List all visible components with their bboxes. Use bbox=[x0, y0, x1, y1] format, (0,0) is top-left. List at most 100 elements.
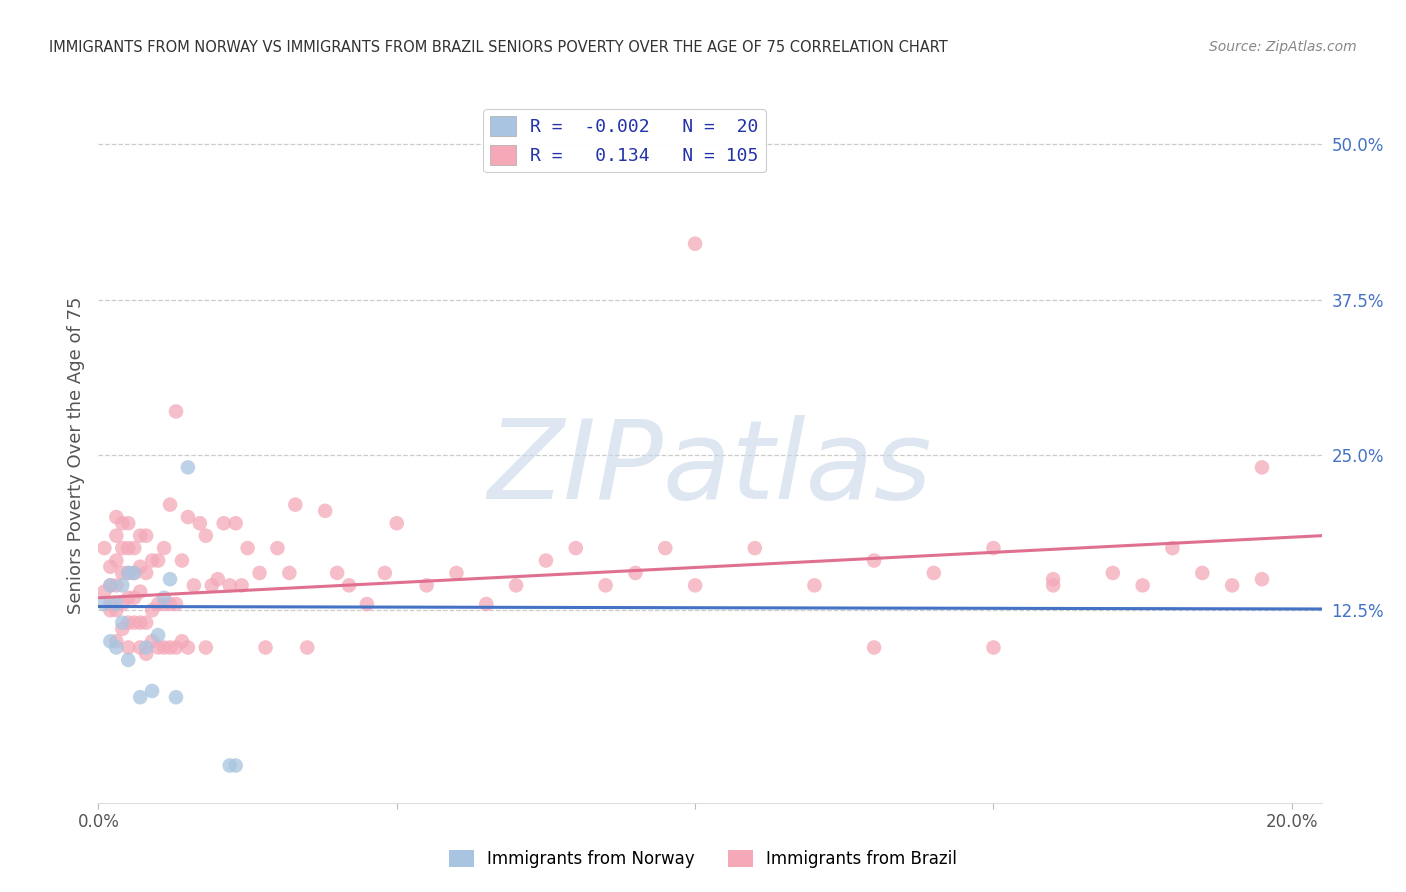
Point bbox=[122, 566, 145, 580]
Point bbox=[505, 578, 527, 592]
Point bbox=[683, 236, 706, 251]
Point bbox=[122, 541, 145, 555]
Point bbox=[146, 597, 169, 611]
Point bbox=[93, 597, 115, 611]
Point bbox=[129, 615, 152, 630]
Point bbox=[98, 634, 121, 648]
Point bbox=[1251, 460, 1274, 475]
Point bbox=[207, 572, 229, 586]
Point bbox=[177, 460, 200, 475]
Point bbox=[117, 591, 139, 605]
Point bbox=[385, 516, 408, 531]
Point bbox=[1191, 566, 1213, 580]
Point bbox=[129, 584, 152, 599]
Point bbox=[135, 529, 157, 543]
Point bbox=[188, 516, 211, 531]
Point bbox=[141, 553, 163, 567]
Point bbox=[111, 578, 134, 592]
Point bbox=[93, 541, 115, 555]
Point bbox=[111, 516, 134, 531]
Legend: R =  -0.002   N =  20, R =   0.134   N = 105: R = -0.002 N = 20, R = 0.134 N = 105 bbox=[484, 109, 766, 172]
Point bbox=[177, 640, 200, 655]
Point bbox=[374, 566, 396, 580]
Point bbox=[266, 541, 288, 555]
Point bbox=[297, 640, 319, 655]
Point bbox=[314, 504, 336, 518]
Point bbox=[249, 566, 271, 580]
Point bbox=[170, 553, 193, 567]
Point bbox=[135, 647, 157, 661]
Point bbox=[326, 566, 349, 580]
Point bbox=[159, 640, 181, 655]
Point bbox=[105, 640, 128, 655]
Point bbox=[415, 578, 437, 592]
Point bbox=[278, 566, 301, 580]
Point bbox=[98, 559, 121, 574]
Point bbox=[231, 578, 253, 592]
Point bbox=[475, 597, 498, 611]
Point bbox=[225, 758, 247, 772]
Point bbox=[111, 597, 134, 611]
Point bbox=[159, 597, 181, 611]
Point bbox=[1101, 566, 1123, 580]
Point bbox=[141, 684, 163, 698]
Point bbox=[98, 578, 121, 592]
Point bbox=[111, 622, 134, 636]
Point bbox=[236, 541, 259, 555]
Point bbox=[183, 578, 205, 592]
Point bbox=[135, 566, 157, 580]
Point bbox=[146, 553, 169, 567]
Point bbox=[141, 634, 163, 648]
Point bbox=[122, 615, 145, 630]
Point bbox=[117, 541, 139, 555]
Point bbox=[170, 634, 193, 648]
Point bbox=[744, 541, 766, 555]
Point bbox=[194, 640, 217, 655]
Point bbox=[122, 591, 145, 605]
Point bbox=[117, 653, 139, 667]
Point bbox=[159, 498, 181, 512]
Point bbox=[225, 516, 247, 531]
Point bbox=[863, 640, 886, 655]
Point bbox=[129, 529, 152, 543]
Point bbox=[146, 628, 169, 642]
Point bbox=[153, 591, 176, 605]
Point bbox=[129, 640, 152, 655]
Point bbox=[117, 516, 139, 531]
Point bbox=[105, 578, 128, 592]
Point bbox=[129, 690, 152, 705]
Text: IMMIGRANTS FROM NORWAY VS IMMIGRANTS FROM BRAZIL SENIORS POVERTY OVER THE AGE OF: IMMIGRANTS FROM NORWAY VS IMMIGRANTS FRO… bbox=[49, 40, 948, 55]
Point bbox=[863, 553, 886, 567]
Point bbox=[654, 541, 676, 555]
Point bbox=[446, 566, 468, 580]
Point bbox=[111, 566, 134, 580]
Point bbox=[212, 516, 235, 531]
Point bbox=[93, 584, 115, 599]
Point bbox=[111, 541, 134, 555]
Point bbox=[135, 640, 157, 655]
Point bbox=[165, 597, 187, 611]
Point bbox=[565, 541, 588, 555]
Point bbox=[117, 640, 139, 655]
Point bbox=[683, 578, 706, 592]
Y-axis label: Seniors Poverty Over the Age of 75: Seniors Poverty Over the Age of 75 bbox=[66, 296, 84, 614]
Point bbox=[105, 634, 128, 648]
Point bbox=[201, 578, 224, 592]
Point bbox=[98, 578, 121, 592]
Point bbox=[1251, 572, 1274, 586]
Point bbox=[117, 566, 139, 580]
Point bbox=[105, 510, 128, 524]
Text: Source: ZipAtlas.com: Source: ZipAtlas.com bbox=[1209, 40, 1357, 54]
Point bbox=[983, 640, 1005, 655]
Point bbox=[165, 640, 187, 655]
Point bbox=[153, 640, 176, 655]
Point bbox=[595, 578, 617, 592]
Legend: Immigrants from Norway, Immigrants from Brazil: Immigrants from Norway, Immigrants from … bbox=[441, 843, 965, 875]
Point bbox=[135, 615, 157, 630]
Point bbox=[105, 553, 128, 567]
Point bbox=[129, 559, 152, 574]
Point bbox=[165, 404, 187, 418]
Point bbox=[117, 566, 139, 580]
Point bbox=[284, 498, 307, 512]
Point bbox=[98, 597, 121, 611]
